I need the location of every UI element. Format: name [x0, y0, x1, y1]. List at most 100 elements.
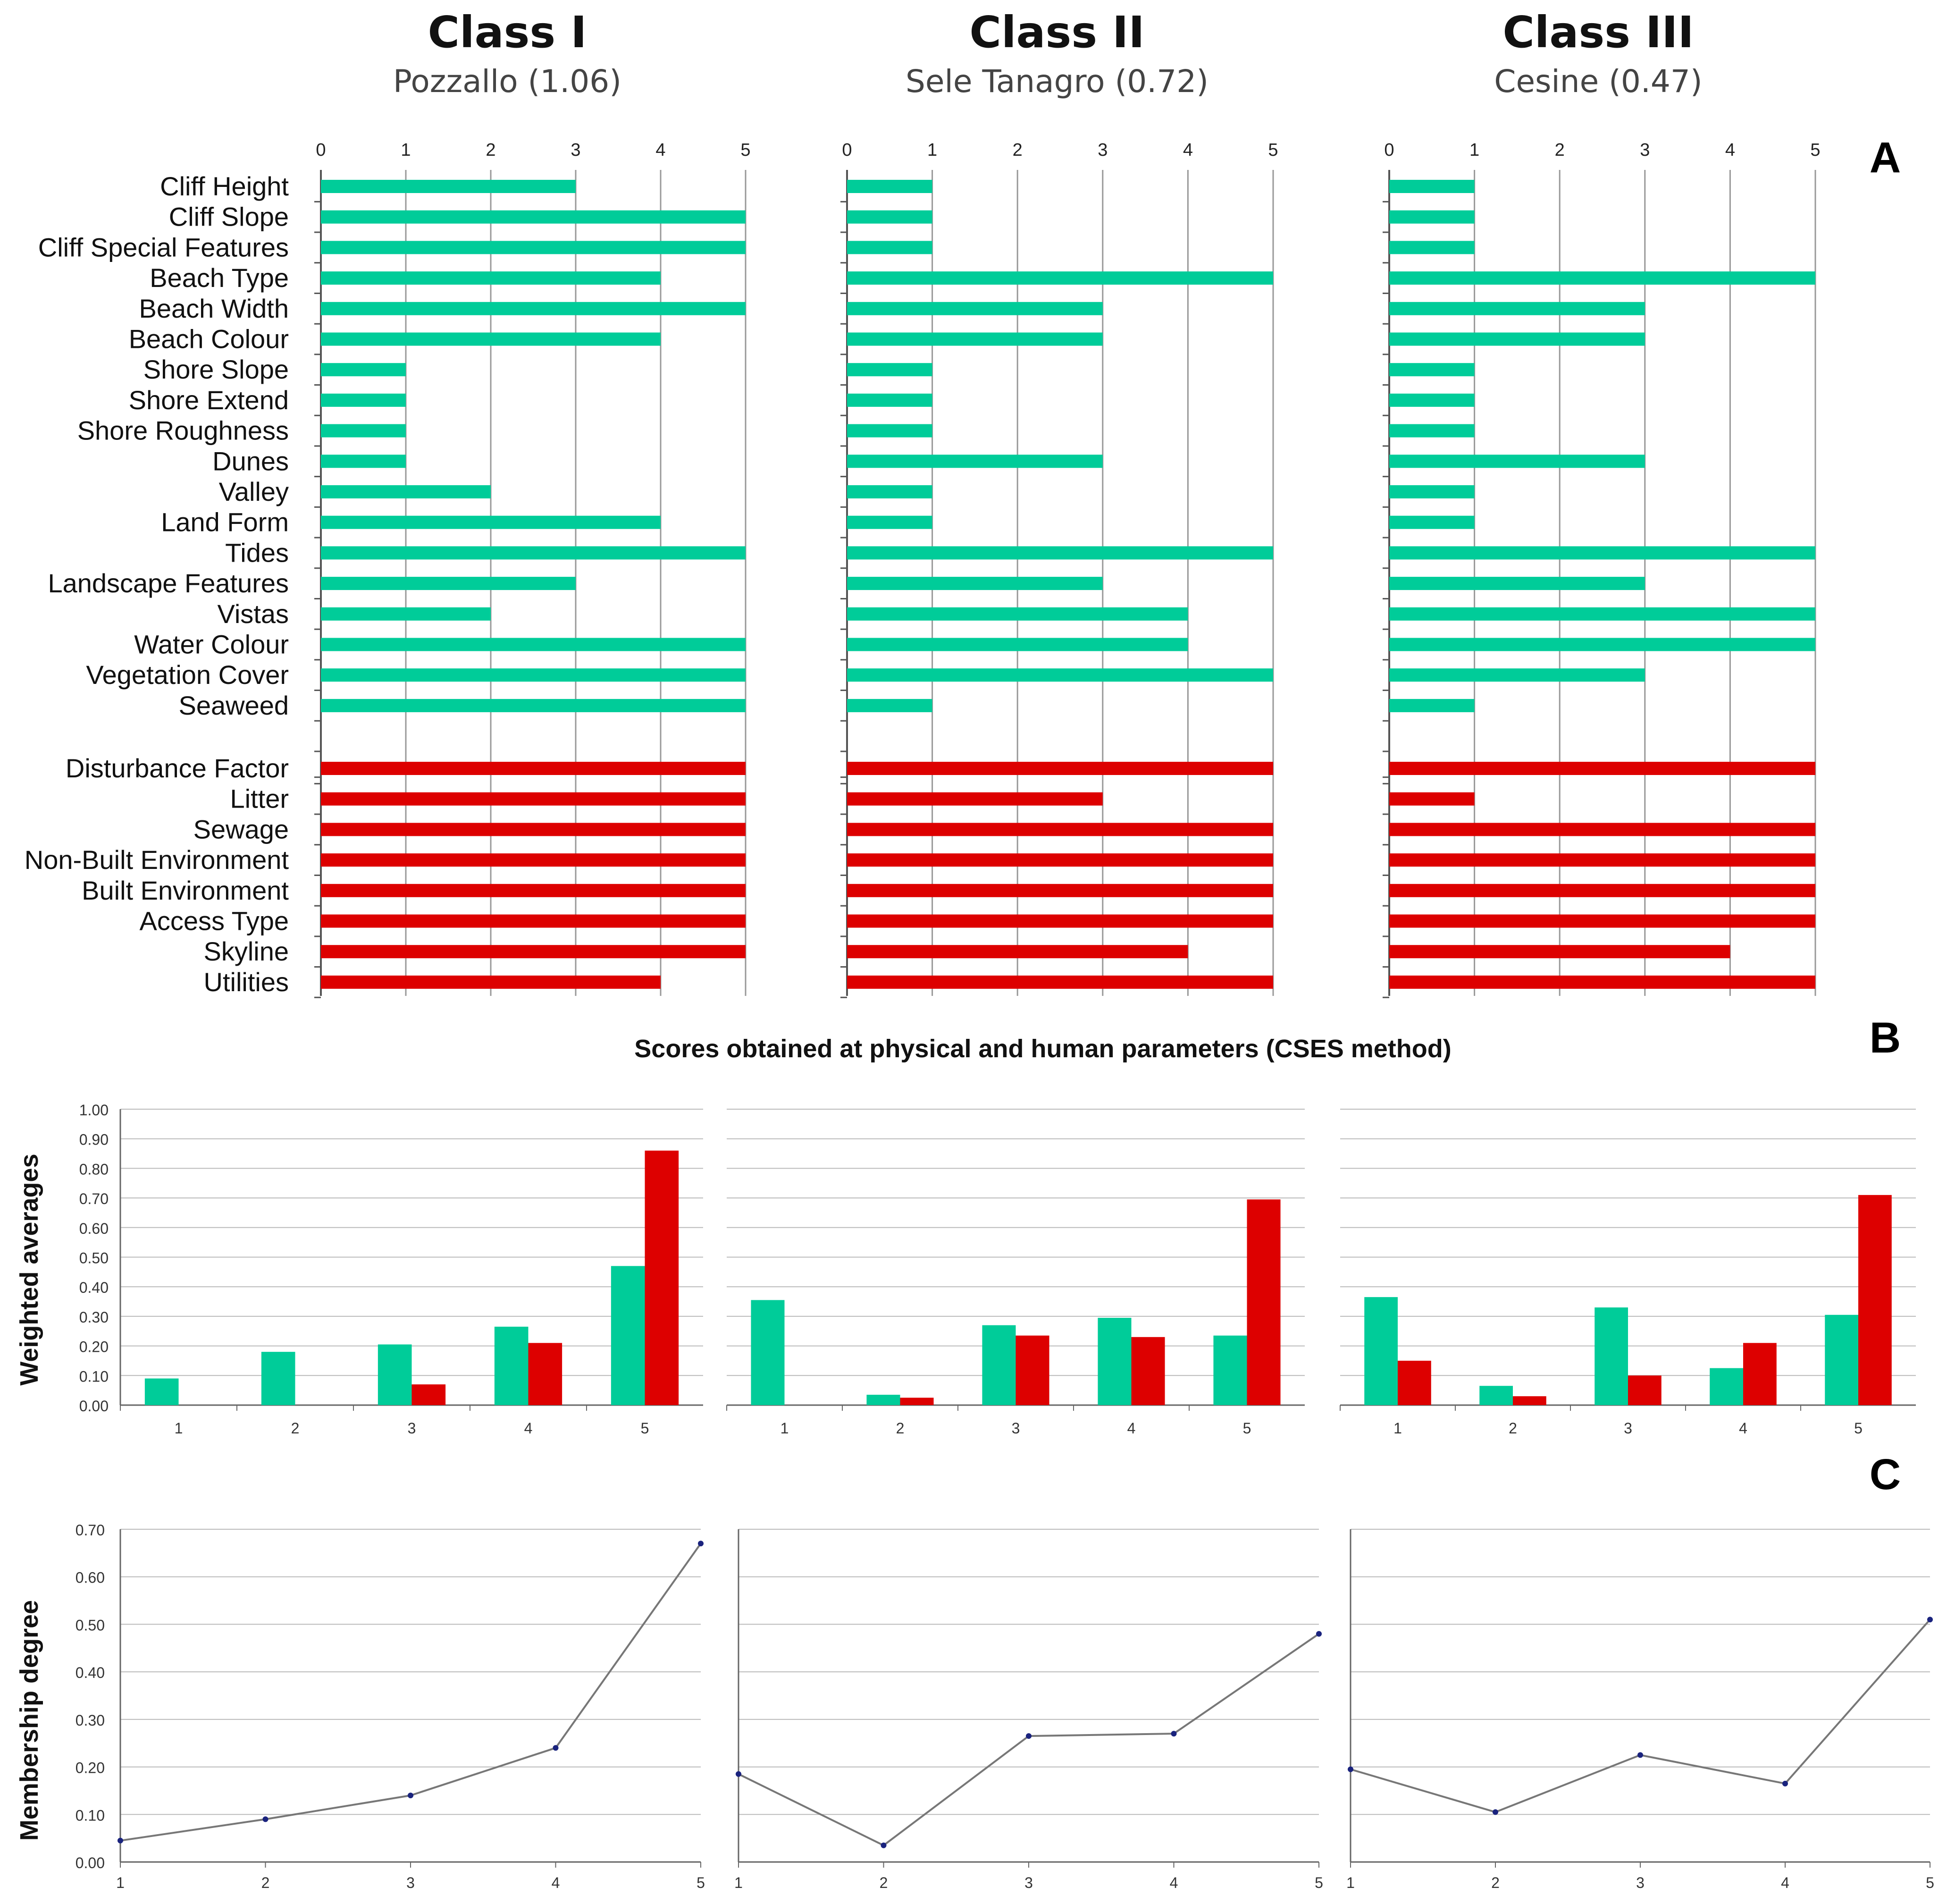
x-tick-label: 5 — [1243, 1420, 1251, 1437]
x-tick-label: 3 — [1636, 1874, 1645, 1891]
x-tick-label: 2 — [1013, 140, 1023, 160]
human-bar — [1247, 1199, 1281, 1405]
y-tick-label: 0.40 — [76, 1664, 105, 1681]
parameter-label: Valley — [219, 477, 289, 506]
physical-bar — [321, 638, 746, 651]
human-bar — [1389, 823, 1815, 836]
parameter-label: Skyline — [203, 936, 289, 966]
physical-bar — [847, 699, 932, 712]
x-tick-label: 2 — [1555, 140, 1565, 160]
physical-bar — [321, 241, 746, 254]
physical-bar — [847, 638, 1188, 651]
x-tick-label: 5 — [697, 1874, 705, 1891]
physical-bar — [321, 424, 406, 438]
parameter-label: Shore Roughness — [77, 416, 289, 446]
physical-bar — [321, 577, 576, 590]
parameter-label: Tides — [225, 538, 289, 567]
data-point — [1026, 1733, 1032, 1739]
y-tick-label: 0.40 — [79, 1279, 109, 1296]
physical-bar — [378, 1344, 412, 1405]
physical-bar — [261, 1352, 295, 1405]
physical-bar — [1389, 180, 1475, 193]
x-tick-label: 3 — [1012, 1420, 1020, 1437]
physical-bar — [321, 332, 661, 346]
data-point — [117, 1837, 123, 1844]
physical-bar — [1389, 577, 1645, 590]
human-bar — [321, 884, 746, 897]
physical-bar — [1389, 668, 1645, 682]
y-tick-label: 0.70 — [76, 1522, 105, 1539]
physical-bar — [1389, 271, 1815, 285]
human-bar — [1398, 1360, 1431, 1405]
physical-bar — [1389, 393, 1475, 407]
physical-bar — [1389, 363, 1475, 377]
human-bar — [1513, 1396, 1546, 1405]
class-header-2: Class II Sele Tanagro (0.72) — [906, 7, 1208, 100]
human-bar — [528, 1343, 562, 1405]
human-bar — [321, 853, 746, 867]
panel-b-weighted-averages: 0.00 0.10 0.20 0.30 0.40 0.50 0.60 0.70 0.80 0.90… — [79, 1102, 1916, 1437]
x-tick-label: 4 — [655, 140, 665, 160]
x-tick-label: 1 — [1346, 1874, 1355, 1891]
physical-bar — [1389, 210, 1475, 224]
data-point — [736, 1771, 741, 1777]
x-tick-label: 3 — [1640, 140, 1650, 160]
physical-bar — [321, 607, 491, 621]
physical-bar — [847, 607, 1188, 621]
physical-bar — [847, 210, 932, 224]
human-bar — [847, 975, 1273, 989]
x-tick-label: 4 — [1725, 140, 1735, 160]
chart-b-ylabel: Weighted averages — [15, 1154, 43, 1385]
human-bar — [1389, 884, 1815, 897]
x-tick-label: 5 — [1315, 1874, 1323, 1891]
physical-bar — [144, 1378, 179, 1405]
human-bar — [1858, 1195, 1892, 1405]
x-tick-label: 1 — [734, 1874, 743, 1891]
human-bar — [1389, 853, 1815, 867]
physical-bar — [321, 393, 406, 407]
panel-label-c: C — [1870, 1450, 1901, 1499]
data-point — [1637, 1752, 1643, 1758]
parameter-label: Disturbance Factor — [66, 753, 289, 783]
human-bar — [321, 914, 746, 928]
x-tick-label: 5 — [740, 140, 750, 160]
parameter-label: Water Colour — [134, 630, 289, 659]
human-bar — [1389, 792, 1475, 806]
x-tick-label: 3 — [406, 1874, 415, 1891]
data-point — [408, 1793, 413, 1798]
parameter-label: Beach Type — [150, 263, 289, 293]
physical-bar — [847, 455, 1103, 468]
human-bar — [847, 914, 1273, 928]
physical-bar — [321, 455, 406, 468]
physical-bar — [1389, 485, 1475, 498]
class-subtitle: Cesine (0.47) — [1494, 63, 1702, 100]
y-tick-label: 0.60 — [79, 1220, 109, 1237]
human-bar — [321, 975, 661, 989]
x-tick-label: 4 — [552, 1874, 560, 1891]
x-tick-label: 1 — [780, 1420, 789, 1437]
class-subtitle: Pozzallo (1.06) — [393, 63, 621, 100]
human-bar — [321, 762, 746, 775]
x-tick-label: 2 — [486, 140, 495, 160]
y-tick-label: 0.00 — [79, 1398, 109, 1415]
physical-bar — [847, 302, 1103, 315]
data-point — [1927, 1617, 1933, 1623]
chart-b-title: Scores obtained at physical and human pa… — [634, 1035, 1451, 1063]
physical-bar — [321, 271, 661, 285]
x-tick-label: 2 — [1509, 1420, 1517, 1437]
y-tick-label: 0.20 — [76, 1760, 105, 1777]
x-tick-label: 3 — [408, 1420, 416, 1437]
physical-bar — [321, 485, 491, 498]
physical-bar — [1213, 1335, 1247, 1405]
physical-bar — [847, 424, 932, 438]
panel-label-a: A — [1870, 134, 1901, 182]
parameter-label: Non-Built Environment — [25, 845, 289, 875]
y-tick-label: 0.10 — [79, 1368, 109, 1385]
x-tick-label: 4 — [1170, 1874, 1178, 1891]
class-title: Class I — [428, 7, 587, 58]
x-tick-label: 4 — [1781, 1874, 1789, 1891]
x-tick-label: 4 — [1127, 1420, 1136, 1437]
y-tick-label: 0.80 — [79, 1161, 109, 1178]
physical-bar — [847, 363, 932, 377]
x-tick-label: 3 — [1624, 1420, 1632, 1437]
